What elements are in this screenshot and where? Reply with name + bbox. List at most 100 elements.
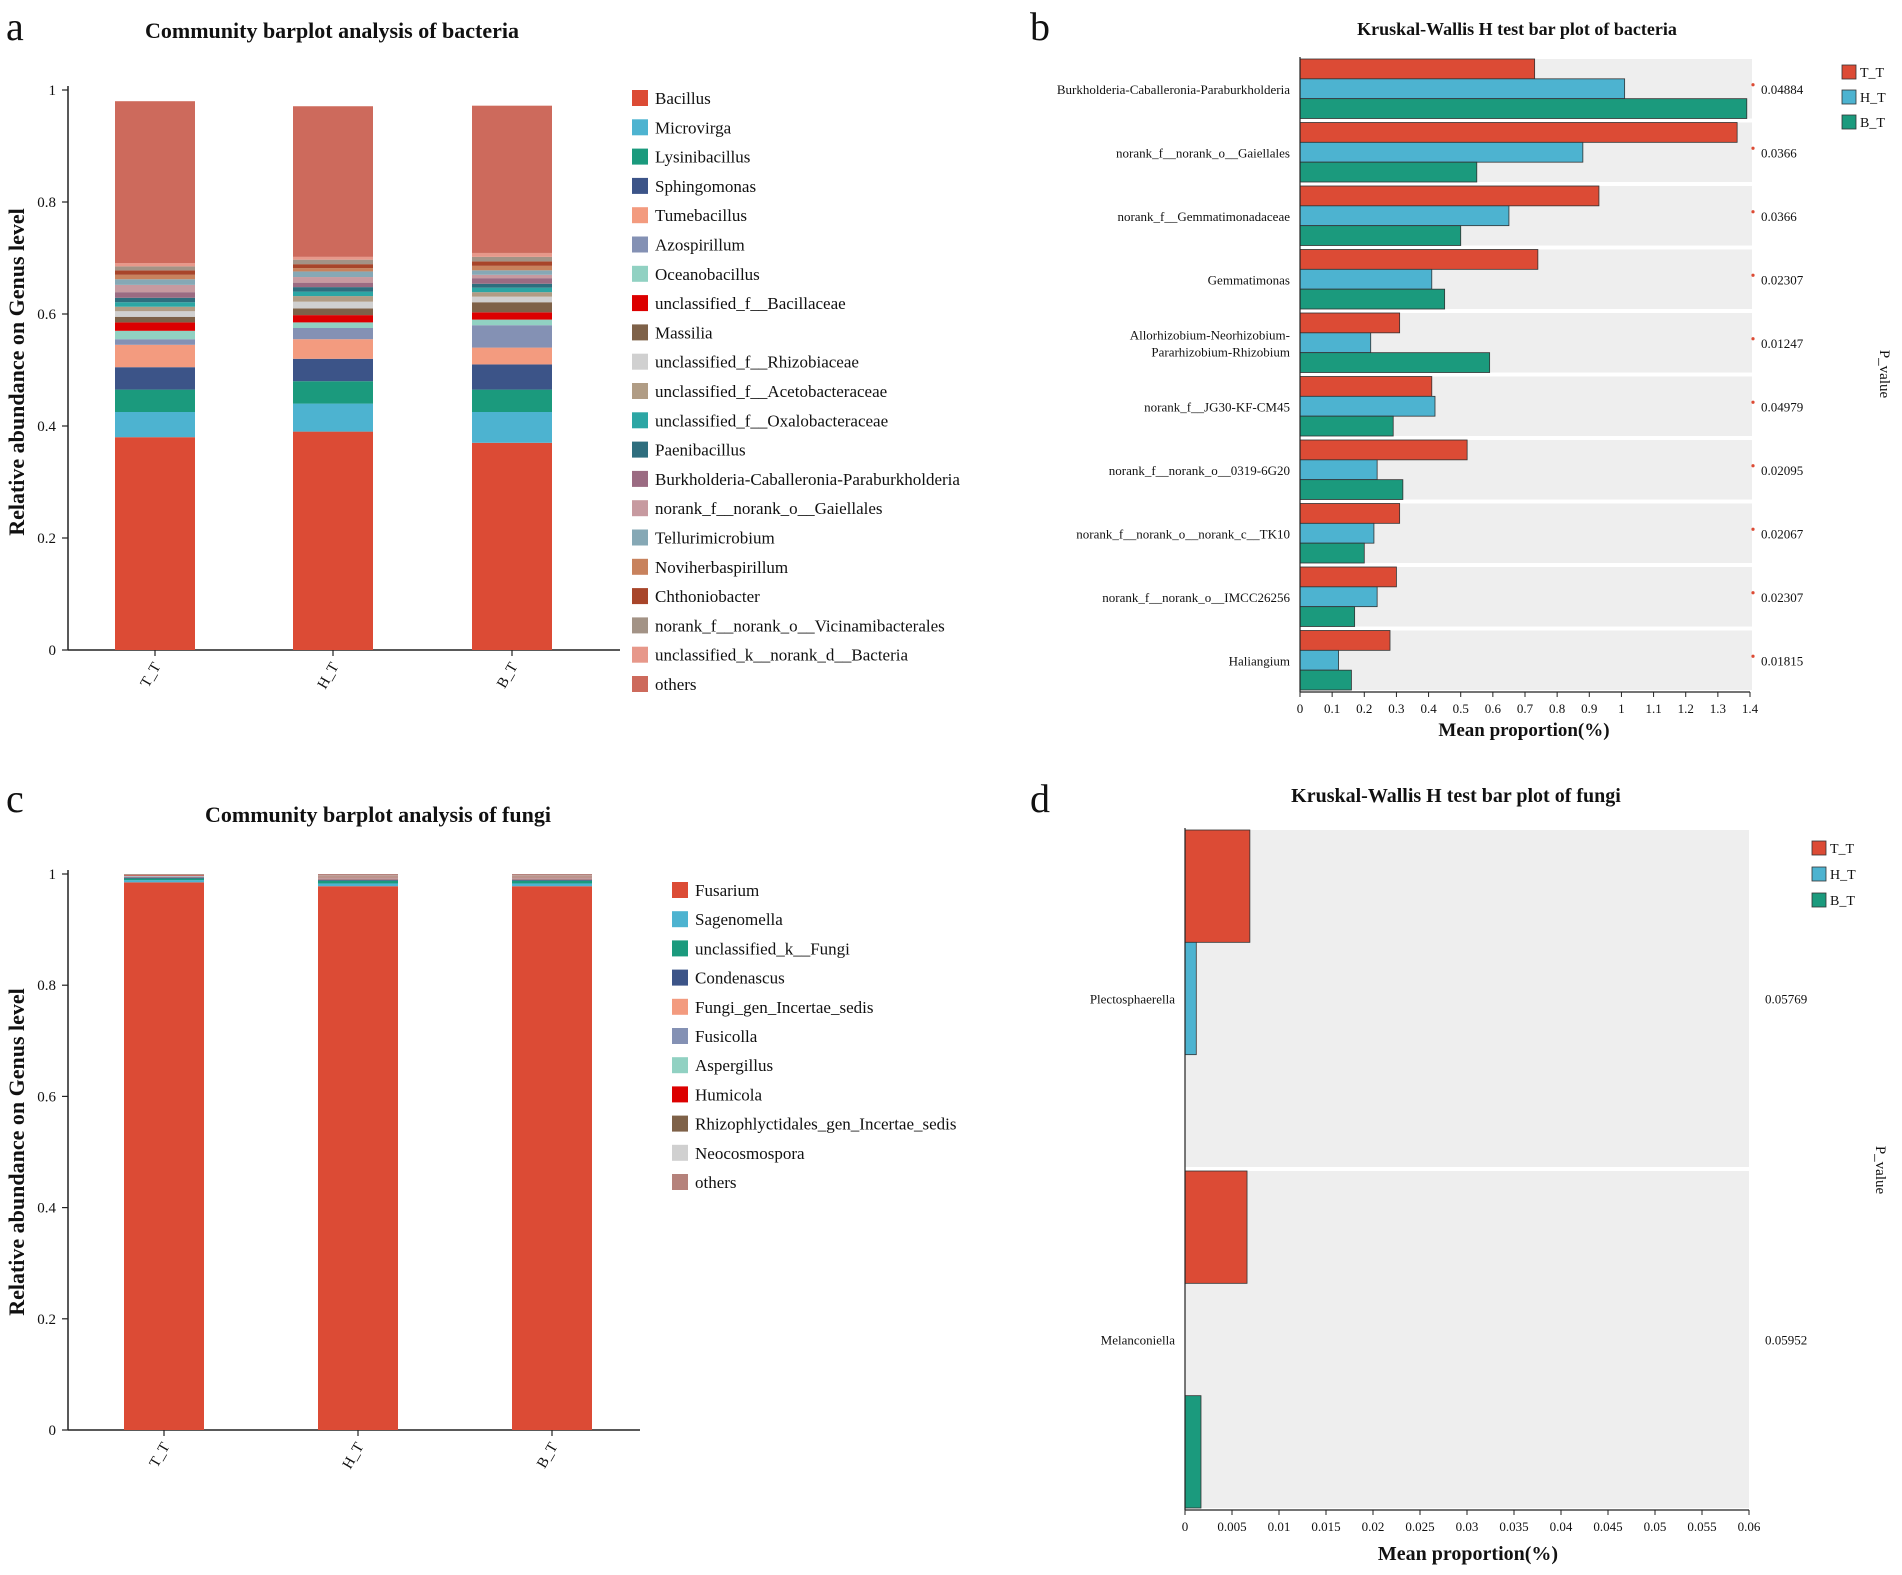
chart-a-legend-label: norank_f__norank_o__Vicinamibacterales — [655, 616, 945, 635]
chart-b-bar — [1300, 333, 1371, 353]
chart-a-bar-segment — [115, 279, 195, 285]
chart-b-pvalue: 0.02095 — [1761, 463, 1803, 478]
chart-b-bar — [1300, 460, 1377, 480]
chart-b-bar — [1300, 269, 1432, 289]
chart-b-bar — [1300, 567, 1396, 587]
chart-a-legend-label: unclassified_f__Acetobacteraceae — [655, 382, 887, 401]
chart-c-bar-segment — [512, 881, 592, 884]
chart-d-x-tick-label: 0 — [1182, 1519, 1189, 1534]
chart-a-bar-segment — [115, 331, 195, 339]
chart-c-legend-swatch — [672, 970, 688, 986]
chart-d-legend-label: B_T — [1830, 894, 1855, 909]
chart-a-bar-segment — [115, 345, 195, 367]
chart-a-bar-segment — [293, 292, 373, 296]
chart-a-legend-label: Sphingomonas — [655, 177, 756, 196]
chart-a-bar-segment — [472, 266, 552, 270]
chart-c-ylabel: Relative abundance on Genus level — [4, 988, 29, 1316]
chart-b-bar — [1300, 162, 1477, 182]
chart-a-legend-swatch — [632, 119, 648, 135]
chart-b-pvalue: 0.01815 — [1761, 653, 1803, 668]
chart-b-pvalue-marker — [1751, 147, 1754, 150]
chart-c-legend-swatch — [672, 1028, 688, 1044]
chart-b-bar — [1300, 226, 1461, 246]
chart-a-bar-segment — [472, 348, 552, 365]
chart-b-bar — [1300, 650, 1339, 670]
chart-b-pvalue-label: P_value — [1876, 350, 1892, 399]
chart-c-bar-segment — [318, 880, 398, 881]
chart-c-y-tick-label: 0.6 — [37, 1089, 56, 1105]
chart-a-bar-segment — [115, 339, 195, 345]
chart-a-legend-swatch — [632, 647, 648, 663]
chart-a-bar-segment — [472, 364, 552, 389]
chart-b-bar — [1300, 186, 1599, 206]
chart-c-bar-segment — [124, 876, 204, 877]
chart-c-legend-label: others — [695, 1173, 737, 1192]
panel-letter-d: d — [1030, 776, 1050, 821]
chart-a-bar-segment — [472, 253, 552, 257]
chart-a-bar-segment — [115, 101, 195, 263]
chart-c-legend-label: Fusicolla — [695, 1027, 758, 1046]
chart-a-y-tick-label: 1 — [49, 83, 57, 99]
chart-a-bar-segment — [472, 312, 552, 319]
chart-c-legend-label: Condenascus — [695, 969, 785, 988]
chart-b-legend-swatch — [1842, 65, 1856, 79]
chart-b-bar — [1300, 543, 1364, 563]
chart-c-bar-segment — [124, 877, 204, 878]
chart-c-bar-segment — [124, 878, 204, 880]
chart-d-legend-label: T_T — [1830, 842, 1855, 857]
chart-a-bar-segment — [115, 275, 195, 279]
chart-d-legend-swatch — [1812, 841, 1826, 855]
chart-b-category-label: Pararhizobium-Rhizobium — [1151, 344, 1290, 359]
chart-d-row-band — [1185, 1171, 1749, 1508]
chart-a-legend-label: unclassified_f__Rhizobiaceae — [655, 353, 859, 372]
chart-a-bar-segment — [293, 315, 373, 322]
chart-b-bar — [1300, 99, 1747, 119]
chart-b-x-tick-label: 0.7 — [1517, 701, 1534, 716]
chart-b-legend-swatch — [1842, 90, 1856, 104]
chart-b-category-label: norank_f__norank_o__Gaiellales — [1116, 145, 1290, 160]
chart-a-legend-label: unclassified_k__norank_d__Bacteria — [655, 646, 908, 665]
chart-b-x-tick-label: 1 — [1618, 701, 1625, 716]
chart-a-bar-segment — [293, 381, 373, 403]
chart-d-row-band — [1185, 830, 1749, 1167]
chart-a-bar-segment — [115, 263, 195, 266]
chart-d-x-tick-label: 0.04 — [1550, 1519, 1573, 1534]
chart-a-y-tick-label: 0.2 — [37, 531, 56, 547]
chart-c-title: Community barplot analysis of fungi — [205, 802, 551, 827]
chart-b-pvalue: 0.0366 — [1761, 209, 1797, 224]
chart-d-pvalue: 0.05769 — [1765, 992, 1807, 1007]
chart-d-category-label: Plectosphaerella — [1090, 992, 1175, 1007]
chart-a-bar-segment — [115, 390, 195, 412]
chart-a-legend-label: Bacillus — [655, 89, 711, 108]
chart-c-legend-label: Aspergillus — [695, 1056, 773, 1075]
chart-c-bar-segment — [318, 883, 398, 886]
chart-a-legend-label: Tellurimicrobium — [655, 529, 775, 548]
chart-b-x-tick-label: 0.4 — [1420, 701, 1437, 716]
chart-c-bar-segment — [124, 875, 204, 876]
chart-a-bar-segment — [115, 266, 195, 270]
chart-a-legend-swatch — [632, 617, 648, 633]
chart-a-legend-swatch — [632, 500, 648, 516]
chart-b-x-tick-label: 0.1 — [1324, 701, 1340, 716]
chart-a-bar-segment — [115, 302, 195, 306]
chart-b-legend-label: H_T — [1860, 91, 1886, 106]
chart-b-bar — [1300, 377, 1432, 397]
chart-a-legend-label: others — [655, 675, 697, 694]
chart-a-legend-swatch — [632, 90, 648, 106]
chart-b-bar — [1300, 59, 1535, 79]
chart-a-legend-label: Noviherbaspirillum — [655, 558, 788, 577]
chart-c-legend-swatch — [672, 1174, 688, 1190]
chart-b-bar — [1300, 250, 1538, 270]
chart-a-bar-segment — [472, 320, 552, 326]
chart-d-x-tick-label: 0.005 — [1217, 1519, 1246, 1534]
chart-b-category-label: Burkholderia-Caballeronia-Paraburkholder… — [1057, 82, 1290, 97]
chart-a-bar-segment — [293, 271, 373, 277]
chart-d-xlabel: Mean proportion(%) — [1378, 1543, 1558, 1565]
chart-a-bar-segment — [115, 367, 195, 389]
chart-a-bar-segment — [293, 339, 373, 359]
chart-b-x-tick-label: 0.5 — [1453, 701, 1469, 716]
chart-c-bar-segment — [318, 878, 398, 879]
chart-a-bar-segment — [293, 268, 373, 271]
